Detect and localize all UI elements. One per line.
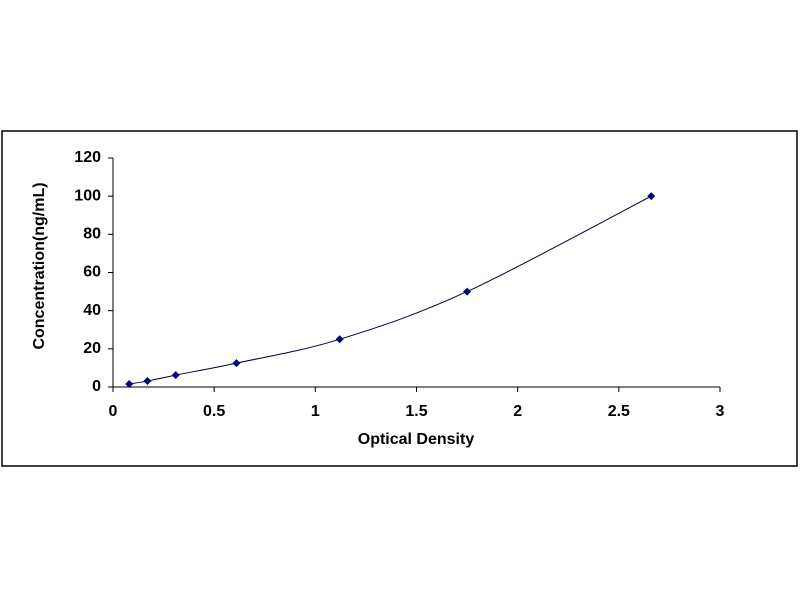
y-tick-label: 0 bbox=[92, 378, 101, 395]
y-tick-label: 100 bbox=[74, 187, 101, 204]
y-tick-label: 40 bbox=[83, 302, 101, 319]
trend-line bbox=[129, 195, 652, 385]
chart-frame bbox=[1, 130, 798, 467]
x-tick-label: 2.5 bbox=[608, 403, 630, 420]
y-axis-label: Concentration(ng/mL) bbox=[31, 182, 48, 349]
data-point bbox=[647, 192, 656, 201]
data-point bbox=[143, 377, 152, 386]
y-tick-label: 120 bbox=[74, 149, 101, 166]
data-point bbox=[171, 371, 180, 380]
y-tick-label: 20 bbox=[83, 340, 101, 357]
data-point bbox=[335, 335, 344, 344]
x-axis-label: Optical Density bbox=[358, 431, 475, 448]
data-point bbox=[232, 359, 241, 368]
data-point bbox=[463, 287, 472, 296]
x-tick-label: 1.5 bbox=[405, 403, 427, 420]
x-tick-label: 2 bbox=[513, 403, 522, 420]
x-tick-label: 0.5 bbox=[203, 403, 225, 420]
x-tick-label: 3 bbox=[716, 403, 725, 420]
x-tick-label: 0 bbox=[109, 403, 118, 420]
y-tick-label: 60 bbox=[83, 264, 101, 281]
y-tick-label: 80 bbox=[83, 226, 101, 243]
data-point bbox=[125, 380, 134, 389]
x-tick-label: 1 bbox=[311, 403, 320, 420]
